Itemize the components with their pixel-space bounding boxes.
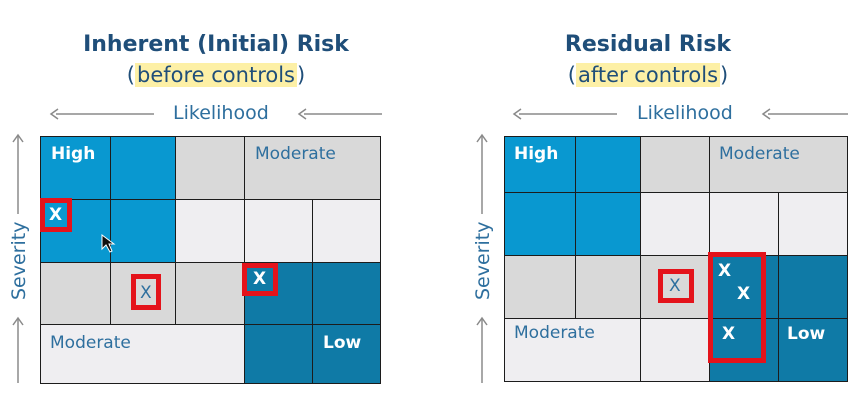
likelihood-arrow-right-icon (297, 108, 382, 120)
high-label: High (51, 144, 96, 164)
low-label: Low (323, 333, 362, 353)
risk-marker-x: X (669, 276, 681, 296)
matrix-cell (175, 136, 245, 200)
matrix-cell (504, 192, 576, 256)
matrix-cell (244, 199, 313, 263)
matrix-cell (709, 192, 779, 256)
risk-marker-x: X (49, 205, 63, 225)
matrix-cell (244, 324, 313, 384)
matrix-cell (175, 262, 245, 325)
matrix-cell (40, 136, 111, 200)
panel-title: Inherent (Initial) Risk (83, 32, 349, 57)
inherent-risk-panel: Inherent (Initial) Risk (before controls… (8, 32, 382, 384)
moderate-top-label: Moderate (719, 144, 800, 164)
severity-label: Severity (8, 221, 30, 300)
matrix-cell (110, 136, 176, 200)
severity-arrow-bottom-icon (12, 316, 24, 383)
likelihood-label: Likelihood (173, 102, 269, 124)
likelihood-arrow-left-icon (512, 108, 617, 120)
severity-arrow-top-icon (12, 133, 24, 214)
matrix-cell (640, 192, 710, 256)
severity-label: Severity (472, 221, 494, 300)
residual-risk-panel: Residual Risk (after controls) Likelihoo… (432, 0, 864, 405)
high-label: High (514, 144, 559, 164)
risk-marker-x: X (737, 284, 751, 304)
risk-marker (131, 274, 161, 310)
risk-matrix: High Moderate Moderate Low (504, 136, 848, 382)
risk-marker (658, 269, 694, 303)
likelihood-label: Likelihood (637, 102, 733, 124)
matrix-cell (312, 199, 381, 263)
moderate-top-label: Moderate (255, 144, 336, 164)
matrix-cell (244, 136, 381, 200)
risk-marker (40, 198, 72, 232)
moderate-bottom-label: Moderate (50, 333, 131, 353)
risk-matrix: High Moderate Moderate Low (40, 136, 381, 384)
matrix-cell (640, 318, 710, 382)
matrix-cell (640, 255, 710, 319)
likelihood-arrow-right-icon (761, 108, 848, 120)
matrix-cell (640, 136, 710, 193)
risk-marker-x: X (718, 261, 732, 281)
risk-marker-x: X (253, 269, 267, 289)
panel-title: Residual Risk (564, 32, 732, 57)
risk-marker-x: X (722, 324, 736, 344)
risk-marker (242, 263, 278, 296)
severity-arrow-top-icon (476, 133, 488, 214)
matrix-cell (312, 262, 381, 325)
low-label: Low (787, 324, 826, 344)
matrix-cell (110, 199, 176, 263)
matrix-cell (575, 136, 641, 193)
matrix-cell (504, 255, 576, 319)
likelihood-arrow-left-icon (49, 108, 154, 120)
matrix-cell (312, 324, 381, 384)
moderate-bottom-label: Moderate (514, 323, 595, 343)
panel-subtitle: (before controls) (126, 63, 306, 87)
panel-subtitle: (after controls) (567, 63, 729, 87)
severity-arrow-bottom-icon (476, 316, 488, 383)
mouse-cursor-icon (101, 234, 116, 253)
matrix-cell (778, 255, 848, 319)
risk-marker-x: X (140, 283, 152, 303)
risk-marker-group (708, 252, 766, 363)
matrix-cell (504, 318, 641, 382)
matrix-cell (575, 192, 641, 256)
matrix-cell (110, 262, 176, 325)
matrix-cell (40, 324, 245, 384)
matrix-cell (778, 192, 848, 256)
matrix-cell (40, 262, 111, 325)
matrix-cell (575, 255, 641, 319)
matrix-cell (778, 318, 848, 382)
matrix-cell (175, 199, 245, 263)
